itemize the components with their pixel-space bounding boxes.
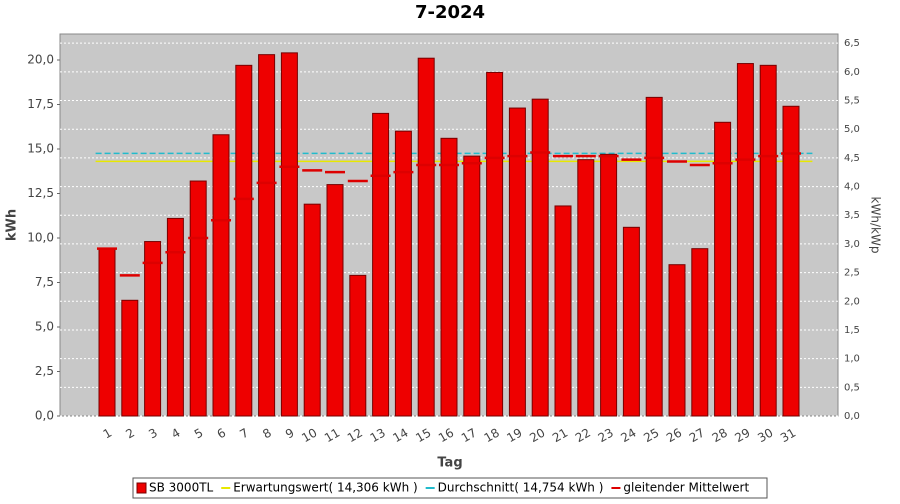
y2-tick-label: 6,0 (844, 67, 860, 78)
y-axis-label: kWh (5, 209, 20, 241)
y2-tick-label: 2,5 (844, 268, 860, 279)
x-tick-label: 18 (482, 426, 502, 446)
y-tick-label: 10,0 (27, 230, 54, 244)
y-tick-label: 2,5 (35, 364, 54, 378)
y2-tick-label: 4,0 (844, 182, 860, 193)
y-tick-label: 7,5 (35, 275, 54, 289)
bar (235, 64, 253, 417)
legend-label: Durchschnitt( 14,754 kWh ) (438, 481, 604, 495)
bar (600, 153, 618, 417)
y2-tick-label: 2,0 (844, 296, 860, 307)
x-tick-label: 30 (755, 426, 775, 446)
bar (98, 248, 116, 417)
bar (372, 112, 390, 417)
y2-tick-label: 5,5 (844, 96, 860, 107)
x-tick-label: 21 (550, 426, 570, 446)
bar (668, 264, 686, 417)
y2-tick-label: 0,0 (844, 411, 860, 422)
y-tick-label: 15,0 (27, 141, 54, 155)
x-axis-label: Tag (437, 456, 462, 471)
y-tick-label: 5,0 (35, 319, 54, 333)
x-tick-label: 11 (322, 426, 342, 446)
x-tick-label: 7 (237, 426, 251, 442)
bar (577, 159, 595, 417)
legend-label: Erwartungswert( 14,306 kWh ) (233, 481, 417, 495)
y2-axis-label: kWh/kWp (869, 197, 883, 254)
x-tick-label: 27 (687, 426, 707, 446)
bar (303, 203, 321, 417)
bar (121, 299, 139, 417)
x-tick-label: 1 (101, 426, 115, 442)
bar (736, 63, 754, 417)
x-tick-label: 17 (459, 426, 479, 446)
x-tick-label: 24 (618, 426, 638, 446)
bar (212, 134, 230, 417)
legend-label: gleitender Mittelwert (623, 481, 749, 495)
x-tick-label: 5 (192, 426, 206, 442)
x-tick-label: 4 (169, 426, 183, 442)
x-tick-label: 28 (710, 426, 730, 446)
legend-label: SB 3000TL (149, 481, 214, 495)
x-tick-label: 6 (215, 426, 229, 442)
y2-tick-label: 3,0 (844, 239, 860, 250)
x-tick-label: 23 (596, 426, 616, 446)
x-tick-label: 3 (146, 426, 160, 442)
y2-tick-label: 1,0 (844, 354, 860, 365)
x-tick-label: 15 (413, 426, 433, 446)
x-tick-label: 16 (436, 426, 456, 446)
legend (132, 477, 768, 499)
y2-tick-label: 1,5 (844, 325, 860, 336)
bar (258, 54, 276, 417)
bar (417, 57, 435, 417)
x-tick-label: 31 (778, 426, 798, 446)
x-tick-label: 8 (260, 426, 274, 442)
bar (463, 155, 481, 417)
bar (645, 96, 663, 417)
bar (394, 130, 412, 417)
y2-tick-label: 3,5 (844, 210, 860, 221)
x-tick-label: 20 (527, 426, 547, 446)
y2-tick-label: 0,5 (844, 382, 860, 393)
bar (554, 205, 572, 417)
y2-tick-label: 6,5 (844, 38, 860, 49)
x-tick-label: 2 (123, 426, 137, 442)
x-tick-label: 25 (641, 426, 661, 446)
y-tick-label: 0,0 (35, 409, 54, 423)
chart-title: 7-2024 (415, 2, 485, 23)
bar (440, 137, 458, 417)
y2-tick-label: 5,0 (844, 124, 860, 135)
x-tick-label: 9 (283, 426, 297, 442)
bar (759, 64, 777, 417)
legend-swatch (136, 482, 147, 494)
bar (144, 241, 162, 417)
x-tick-label: 29 (732, 426, 752, 446)
bar (326, 184, 344, 417)
y-tick-label: 17,5 (27, 97, 54, 111)
y2-tick-label: 4,5 (844, 153, 860, 164)
x-tick-label: 12 (345, 426, 365, 446)
bar (782, 105, 800, 417)
bar (166, 217, 184, 417)
bar (349, 274, 367, 417)
bar (622, 226, 640, 417)
y-tick-label: 20,0 (27, 52, 54, 66)
x-tick-label: 26 (664, 426, 684, 446)
bar (531, 98, 549, 417)
x-tick-label: 19 (504, 426, 524, 446)
bar (691, 248, 709, 417)
y-tick-label: 12,5 (27, 186, 54, 200)
x-tick-label: 22 (573, 426, 593, 446)
bar (486, 71, 504, 417)
bar (280, 52, 298, 417)
bar (508, 107, 526, 417)
x-tick-label: 10 (299, 426, 319, 446)
x-tick-label: 14 (390, 426, 410, 446)
bar (714, 121, 732, 417)
bar (189, 180, 207, 417)
x-tick-label: 13 (368, 426, 388, 446)
